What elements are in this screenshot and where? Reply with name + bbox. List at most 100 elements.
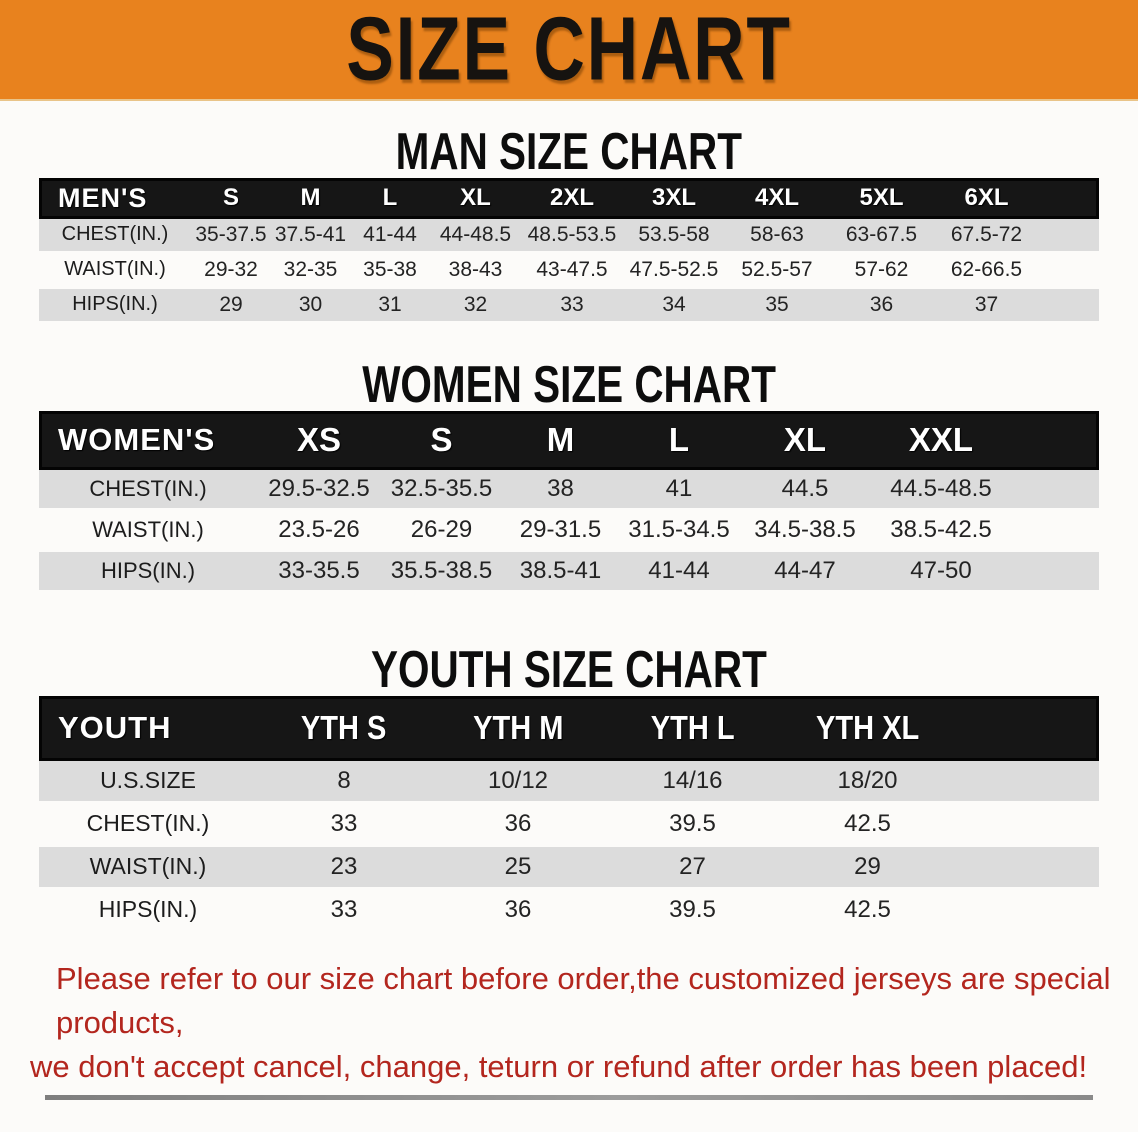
youth-size-header: YTH S [257,695,431,761]
men-group-label: MEN'S [58,182,148,213]
men-size-2xl: 2XL [549,184,594,212]
value-cell: 23.5-26 [257,511,381,552]
value-cell: 27 [605,846,780,890]
men-section-title-text: MAN SIZE CHART [395,121,743,181]
youth-size-table: YOUTH YTH S YTH M YTH L YTH XL U.S.SIZE … [39,695,1099,933]
men-size-header: 3XL [623,177,725,219]
value-cell: 41 [619,469,739,511]
women-size-xxl: XXL [908,421,974,459]
value-cell: 43-47.5 [521,254,623,289]
women-size-header: L [619,410,739,470]
table-row: HIPS(IN.) 29 30 31 32 33 34 35 36 37 [39,288,1099,324]
value-cell: 31.5-34.5 [619,511,739,552]
value-cell: 63-67.5 [829,218,934,254]
value-cell: 36 [431,890,605,933]
value-cell: 14/16 [605,760,780,804]
value-cell: 44-47 [739,551,871,593]
value-cell: 35 [725,288,829,324]
value-cell: 62-66.5 [934,254,1039,289]
value-cell: 23 [257,846,431,890]
size-chart-banner: SIZE CHART [0,0,1138,101]
bottom-edge-strip [45,1094,1093,1100]
spacer-cell [1039,177,1099,219]
table-row: WAIST(IN.) 23 25 27 29 [39,846,1099,890]
women-group-label: WOMEN'S [58,422,216,458]
men-size-3xl: 3XL [651,184,696,212]
value-cell: 53.5-58 [623,218,725,254]
men-size-6xl: 6XL [964,184,1009,212]
spacer-cell [955,760,1099,804]
row-label: HIPS(IN.) [39,288,191,324]
value-cell: 33 [521,288,623,324]
youth-size-s: YTH S [301,709,387,747]
men-size-m: M [300,184,321,212]
value-cell: 35-38 [350,254,430,289]
men-group-label-cell: MEN'S [39,177,191,219]
women-size-header: M [502,410,619,470]
women-section-title-text: WOMEN SIZE CHART [362,354,776,413]
value-cell: 35.5-38.5 [381,551,502,593]
youth-size-xl: YTH XL [815,709,920,747]
table-row: HIPS(IN.) 33-35.5 35.5-38.5 38.5-41 41-4… [39,551,1099,593]
value-cell: 38 [502,469,619,511]
value-cell: 39.5 [605,804,780,847]
men-size-header: 6XL [934,177,1039,219]
value-cell: 39.5 [605,890,780,933]
value-cell: 33 [257,804,431,847]
value-cell: 42.5 [780,890,955,933]
youth-group-label: YOUTH [58,710,172,746]
men-size-table: MEN'S S M L XL 2XL 3XL 4XL 5XL 6XL CHEST… [39,177,1099,324]
value-cell: 48.5-53.5 [521,218,623,254]
disclaimer-text: Please refer to our size chart before or… [30,957,1118,1089]
value-cell: 26-29 [381,511,502,552]
men-size-header: 4XL [725,177,829,219]
value-cell: 10/12 [431,760,605,804]
value-cell: 29-31.5 [502,511,619,552]
women-group-label-cell: WOMEN'S [39,410,257,470]
value-cell: 29 [780,846,955,890]
women-size-xs: XS [296,421,342,459]
youth-section-title: YOUTH SIZE CHART [0,639,1138,698]
table-row: HIPS(IN.) 33 36 39.5 42.5 [39,890,1099,933]
value-cell: 57-62 [829,254,934,289]
value-cell: 44.5-48.5 [871,469,1011,511]
spacer-cell [955,890,1099,933]
value-cell: 29.5-32.5 [257,469,381,511]
men-size-header: XL [430,177,521,219]
value-cell: 35-37.5 [191,218,271,254]
value-cell: 41-44 [350,218,430,254]
value-cell: 47-50 [871,551,1011,593]
youth-size-header: YTH XL [780,695,955,761]
table-row: WAIST(IN.) 29-32 32-35 35-38 38-43 43-47… [39,254,1099,289]
youth-size-l: YTH L [650,709,735,747]
value-cell: 8 [257,760,431,804]
youth-size-header: YTH L [605,695,780,761]
spacer-cell [1039,218,1099,254]
men-size-header: M [271,177,350,219]
women-section-title: WOMEN SIZE CHART [0,354,1138,413]
spacer-cell [1011,469,1099,511]
men-header-row: MEN'S S M L XL 2XL 3XL 4XL 5XL 6XL [39,177,1099,219]
value-cell: 52.5-57 [725,254,829,289]
banner-title: SIZE CHART [346,0,792,99]
value-cell: 37 [934,288,1039,324]
value-cell: 32-35 [271,254,350,289]
spacer-cell [1011,410,1099,470]
youth-section-title-text: YOUTH SIZE CHART [371,639,767,698]
row-label: CHEST(IN.) [39,218,191,254]
disclaimer-line-2: we don't accept cancel, change, teturn o… [30,1048,1088,1084]
spacer-cell [955,846,1099,890]
row-label: HIPS(IN.) [39,551,257,593]
men-size-l: L [382,184,398,212]
men-size-s: S [222,184,239,212]
women-size-header: XL [739,410,871,470]
value-cell: 29-32 [191,254,271,289]
spacer-cell [1011,551,1099,593]
men-size-header: 2XL [521,177,623,219]
value-cell: 41-44 [619,551,739,593]
row-label: HIPS(IN.) [39,890,257,933]
value-cell: 44.5 [739,469,871,511]
value-cell: 42.5 [780,804,955,847]
men-section-title: MAN SIZE CHART [0,121,1138,181]
women-size-xl: XL [783,421,827,459]
